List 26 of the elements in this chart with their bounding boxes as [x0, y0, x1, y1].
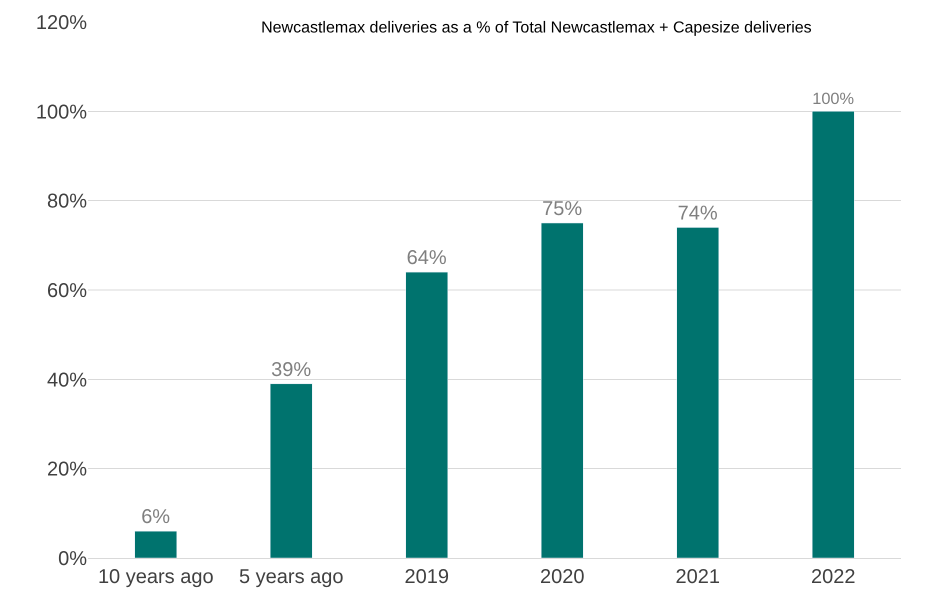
x-tick-label: 2020: [540, 566, 584, 588]
data-label: 6%: [141, 506, 170, 528]
bar: [270, 384, 312, 558]
bar: [134, 530, 177, 558]
x-tick-label: 2022: [811, 566, 856, 588]
data-label: 39%: [271, 358, 312, 381]
bar: [406, 272, 448, 558]
data-label: 75%: [542, 198, 582, 220]
y-tick-label: 100%: [36, 101, 88, 124]
y-tick-label: 0%: [58, 548, 88, 570]
data-label: 100%: [812, 90, 854, 108]
chart-title: Newcastlemax deliveries as a % of Total Newcastlemax + Capesize deliveries: [261, 20, 812, 37]
x-tick-label: 2021: [676, 566, 720, 588]
bar: [541, 222, 584, 558]
x-tick-label: 2019: [404, 566, 449, 588]
y-tick-label: 60%: [46, 280, 88, 302]
data-label: 64%: [406, 247, 447, 270]
x-tick-label: 10 years ago: [98, 566, 214, 588]
y-tick-label: 80%: [46, 190, 88, 213]
bar: [812, 111, 854, 558]
bar: [676, 227, 719, 558]
y-tick-label: 20%: [46, 458, 88, 481]
y-tick-label: 120%: [36, 12, 88, 34]
data-label: 74%: [678, 202, 718, 224]
y-tick-label: 40%: [46, 369, 88, 392]
x-tick-label: 5 years ago: [238, 566, 344, 588]
